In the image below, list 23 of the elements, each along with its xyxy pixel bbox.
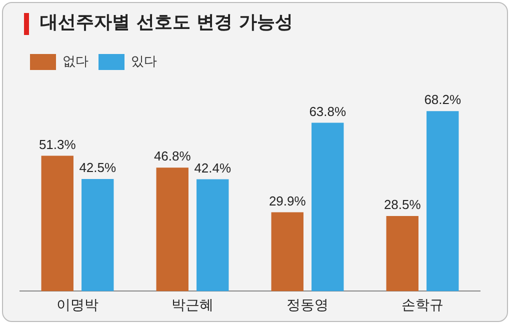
data-label: 42.4% (194, 160, 232, 176)
legend-label: 없다 (62, 54, 88, 69)
x-tick-label: 이명박 (56, 296, 98, 312)
chart-title: 대선주자별 선호도 변경 가능성 (40, 11, 293, 34)
data-label: 68.2% (424, 92, 462, 108)
x-tick-label: 손학규 (402, 296, 444, 312)
data-label: 28.5% (384, 197, 422, 212)
data-label: 29.9% (268, 193, 306, 208)
x-tick-label: 정동영 (286, 296, 328, 312)
bar (196, 179, 229, 292)
bar (271, 212, 304, 292)
bar (156, 168, 188, 292)
bar (41, 156, 74, 292)
bar (386, 216, 418, 292)
bar (426, 111, 459, 292)
data-label: 63.8% (309, 104, 346, 119)
data-label: 42.5% (79, 160, 116, 176)
bar (82, 179, 114, 292)
data-label: 46.8% (154, 148, 192, 164)
legend-label: 있다 (131, 54, 157, 69)
bar (312, 122, 344, 292)
data-label: 51.3% (38, 136, 76, 152)
x-tick-label: 박근혜 (172, 296, 214, 312)
